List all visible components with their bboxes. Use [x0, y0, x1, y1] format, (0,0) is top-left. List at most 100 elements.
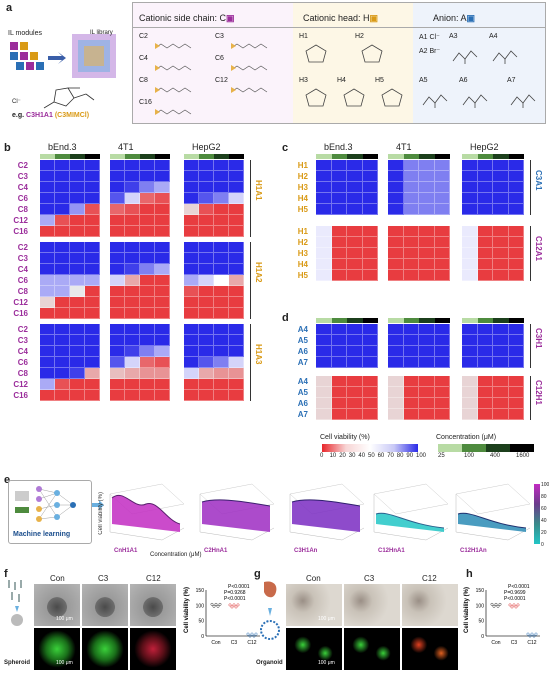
- heatmap-cell: [214, 324, 229, 335]
- concentration-bar: [184, 154, 244, 159]
- heatmap-cell: [347, 226, 363, 237]
- heatmap-cell: [462, 226, 478, 237]
- heatmap-b: [184, 242, 244, 319]
- row-label-a7: A7: [297, 410, 308, 419]
- heatmap-cell: [347, 270, 363, 281]
- anion-structure-icon: [509, 87, 537, 109]
- heatmap-cell: [362, 226, 378, 237]
- heatmap-cell: [462, 171, 478, 182]
- surface-label: C12HnA1: [378, 548, 405, 554]
- y-axis-label: Cell viability (%): [184, 587, 190, 633]
- heatmap-cell: [40, 297, 55, 308]
- data-point: [210, 602, 214, 606]
- heatmap-cell: [214, 182, 229, 193]
- chain-zigzag-icon: [230, 58, 275, 71]
- heatmap-cell: [316, 248, 332, 259]
- chain-c16: C16: [139, 99, 152, 106]
- surface-label: C3H1An: [294, 548, 318, 554]
- fluorescence-image: [286, 628, 342, 670]
- x-category-label: Con: [491, 640, 500, 646]
- heatmap-cell: [55, 242, 70, 253]
- y-tick-label: 100: [476, 603, 485, 609]
- heatmap-cell: [125, 324, 140, 335]
- data-point: [508, 603, 512, 607]
- heatmap-cell: [85, 160, 100, 171]
- heatmap-cell: [331, 335, 347, 346]
- heatmap-cell: [155, 253, 170, 264]
- heatmap-cell: [70, 346, 85, 357]
- heatmap-cell: [199, 253, 214, 264]
- heatmap-cell: [155, 390, 170, 401]
- chain-zigzag-icon: [154, 36, 199, 49]
- heatmap-cell: [184, 204, 199, 215]
- neural-network-icon: [15, 486, 76, 522]
- row-label-h1: H1: [297, 227, 308, 236]
- heatmap-cell: [70, 204, 85, 215]
- heatmap-cell: [331, 182, 347, 193]
- heatmap-cell: [70, 193, 85, 204]
- heatmap-cell: [110, 171, 125, 182]
- heatmap-cell: [110, 297, 125, 308]
- heatmap-cell: [155, 357, 170, 368]
- heatmap-cell: [40, 226, 55, 237]
- heatmap-cell: [331, 409, 347, 420]
- heatmap-cell: [85, 357, 100, 368]
- panel-g-letter: g: [254, 568, 261, 580]
- heatmap-cell: [419, 270, 435, 281]
- heatmap-cell: [419, 409, 435, 420]
- data-point: [494, 602, 498, 606]
- heatmap-cell: [85, 308, 100, 319]
- surface-colorbar-tick: 20: [541, 530, 547, 536]
- heatmap-cell: [40, 390, 55, 401]
- heatmap-cell: [155, 368, 170, 379]
- heatmap-cell: [477, 237, 493, 248]
- heatmap-cell: [403, 335, 419, 346]
- heatmap-cell: [462, 270, 478, 281]
- heatmap-cell: [477, 248, 493, 259]
- heatmap-cell: [55, 215, 70, 226]
- heatmap-cell: [493, 237, 509, 248]
- y-tick-label: 150: [196, 588, 205, 594]
- heatmap-c: [316, 160, 378, 215]
- heatmap-cell: [362, 270, 378, 281]
- heatmap-cell: [214, 275, 229, 286]
- heatmap-cell: [419, 376, 435, 387]
- heatmap-cell: [388, 387, 404, 398]
- surface-colorbar-tick: 0: [541, 542, 544, 548]
- heatmap-cell: [508, 182, 524, 193]
- heatmap-cell: [70, 182, 85, 193]
- row-label-h5: H5: [297, 205, 308, 214]
- heatmap-cell: [419, 182, 435, 193]
- group-side-label: H1A1: [254, 180, 263, 201]
- heatmap-cell: [199, 264, 214, 275]
- surface-label: C12H1An: [460, 548, 487, 554]
- row-label-c8: C8: [17, 287, 28, 296]
- heatmap-cell: [85, 286, 100, 297]
- heatmap-cell: [388, 160, 404, 171]
- cell-line-header: 4T1: [396, 142, 412, 152]
- heatmap-cell: [40, 308, 55, 319]
- heatmap-cell: [55, 160, 70, 171]
- heatmap-cell: [347, 237, 363, 248]
- heatmap-cell: [403, 182, 419, 193]
- head-h3: H3: [299, 77, 308, 84]
- row-label-a5: A5: [297, 336, 308, 345]
- heatmap-cell: [85, 182, 100, 193]
- heatmap-cell: [331, 248, 347, 259]
- heatmap-cell: [316, 204, 332, 215]
- heatmap-cell: [140, 335, 155, 346]
- data-point: [498, 602, 502, 606]
- row-label-a4: A4: [297, 325, 308, 334]
- row-label-c8: C8: [17, 369, 28, 378]
- viability-tick: 100: [416, 453, 427, 459]
- concentration-bar: [316, 154, 378, 159]
- heatmap-cell: [125, 193, 140, 204]
- cell-line-header: bEnd.3: [324, 142, 353, 152]
- data-point: [228, 603, 232, 607]
- heatmap-cell: [434, 270, 450, 281]
- heatmap-cell: [140, 390, 155, 401]
- heatmap-cell: [347, 346, 363, 357]
- heatmap-cell: [214, 357, 229, 368]
- data-point: [510, 605, 514, 609]
- chain-zigzag-icon: [154, 80, 199, 93]
